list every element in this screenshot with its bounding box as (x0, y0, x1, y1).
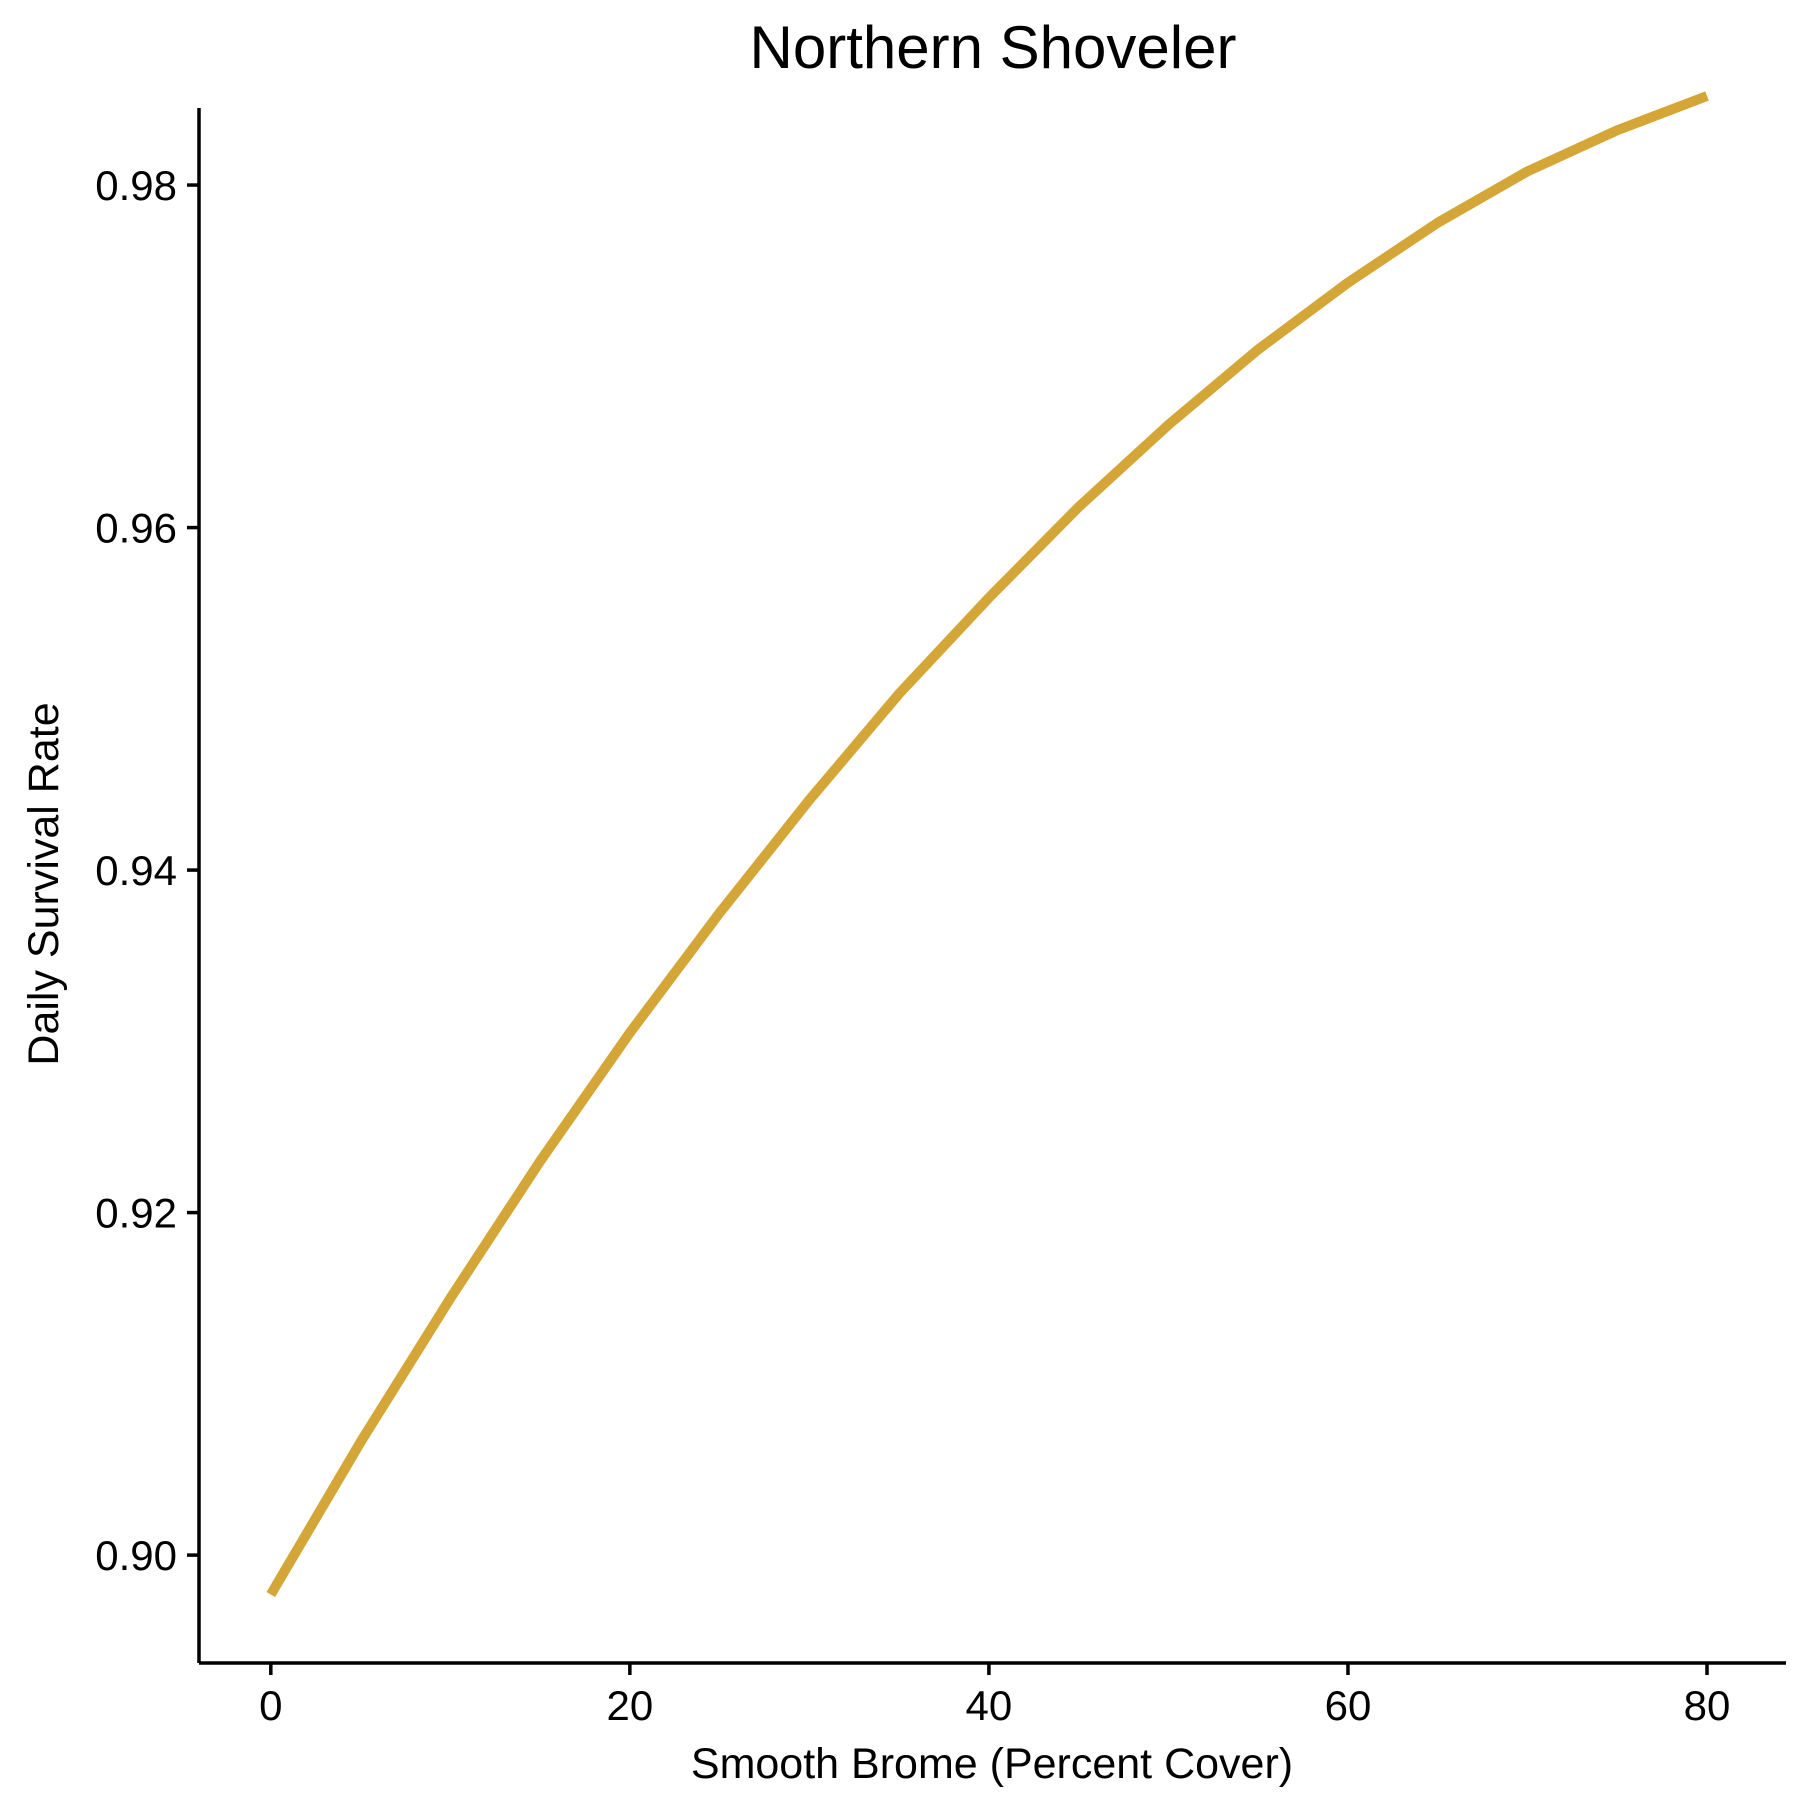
plot-area: 0.90 0.92 0.94 0.96 0.98 0 20 40 60 80 (95, 91, 1786, 1729)
x-tick-label: 40 (966, 1682, 1013, 1729)
y-tick-label: 0.94 (95, 847, 177, 894)
x-tick-label: 60 (1325, 1682, 1372, 1729)
series-line-0 (266, 91, 1709, 1598)
y-axis-title: Daily Survival Rate (20, 702, 68, 1065)
chart-title: Northern Shoveler (750, 14, 1237, 81)
x-tick-label: 20 (607, 1682, 654, 1729)
y-tick-label: 0.98 (95, 162, 177, 209)
y-tick-label: 0.90 (95, 1532, 177, 1579)
x-axis-title: Smooth Brome (Percent Cover) (691, 1740, 1293, 1788)
x-tick-label: 0 (259, 1682, 282, 1729)
y-tick-label: 0.96 (95, 505, 177, 552)
x-tick-label: 80 (1684, 1682, 1731, 1729)
y-tick-label: 0.92 (95, 1190, 177, 1237)
